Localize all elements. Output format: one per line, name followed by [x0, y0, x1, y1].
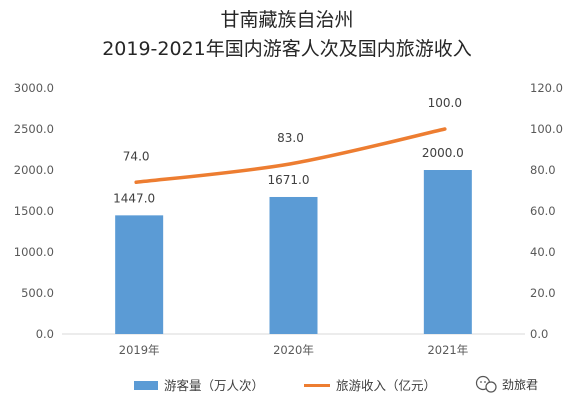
right-tick-label: 40.0 [530, 245, 556, 259]
line-value-label: 100.0 [428, 96, 462, 110]
right-axis: 0.0 20.0 40.0 60.0 80.0 100.0 120.0 [530, 81, 563, 341]
left-tick-label: 1500.0 [14, 204, 54, 218]
legend-bar-label: 游客量（万人次） [164, 378, 264, 393]
chart-title: 甘南藏族自治州 [220, 9, 353, 31]
wechat-icon [475, 375, 497, 393]
right-tick-label: 100.0 [530, 122, 563, 136]
bar-value-label: 1671.0 [268, 173, 310, 187]
left-tick-label: 500.0 [21, 286, 54, 300]
x-tick-label: 2021年 [427, 343, 468, 357]
chart-subtitle: 2019-2021年国内游客人次及国内旅游收入 [102, 38, 472, 60]
bar [423, 170, 472, 334]
x-tick-label: 2020年 [273, 343, 314, 357]
left-tick-label: 0.0 [36, 327, 54, 341]
bar-value-label: 1447.0 [113, 191, 155, 205]
legend: 游客量（万人次） 旅游收入（亿元） [134, 378, 436, 393]
line-point [134, 180, 138, 184]
left-tick-label: 2500.0 [14, 122, 54, 136]
legend-line-label: 旅游收入（亿元） [336, 378, 436, 393]
left-axis: 0.0 500.0 1000.0 1500.0 2000.0 2500.0 3000.0 [14, 81, 54, 341]
left-tick-label: 1000.0 [14, 245, 54, 259]
line-value-label: 74.0 [123, 149, 150, 163]
right-tick-label: 60.0 [530, 204, 556, 218]
watermark: 劲旅君 [475, 375, 538, 393]
right-tick-label: 0.0 [530, 327, 548, 341]
bar-value-label: 2000.0 [422, 146, 464, 160]
left-tick-label: 2000.0 [14, 163, 54, 177]
x-axis: 2019年 2020年 2021年 [119, 343, 468, 357]
right-tick-label: 20.0 [530, 286, 556, 300]
watermark-text: 劲旅君 [502, 378, 538, 392]
left-tick-label: 3000.0 [14, 81, 54, 95]
bar [115, 215, 164, 334]
line-value-label: 83.0 [277, 131, 304, 145]
line-point [289, 162, 292, 166]
right-tick-label: 80.0 [530, 163, 556, 177]
line-point [443, 127, 447, 131]
bar [269, 196, 318, 334]
bar-series: 1447.0 1671.0 2000.0 [113, 146, 472, 334]
line-series: 74.0 83.0 100.0 [123, 96, 462, 185]
right-tick-label: 120.0 [530, 81, 563, 95]
x-tick-label: 2019年 [119, 343, 160, 357]
legend-bar-swatch [134, 381, 158, 390]
